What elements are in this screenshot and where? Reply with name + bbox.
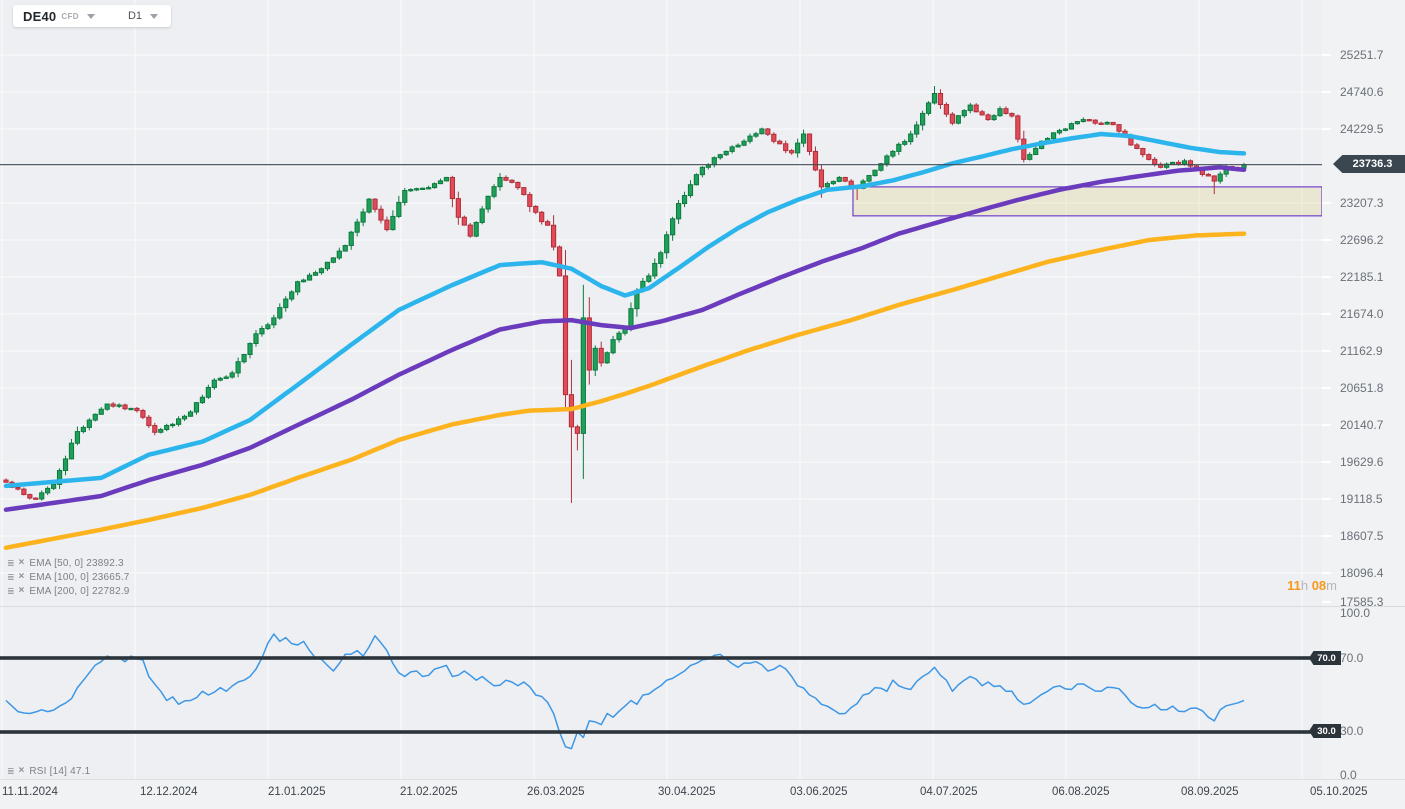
indicator-legend-row: ≣ × EMA [50, 0] 23892.3 (7, 556, 130, 570)
price-axis-tick (1322, 275, 1331, 278)
indicator-remove-icon[interactable]: × (18, 765, 25, 776)
price-axis-label: 20651.8 (1340, 380, 1384, 395)
indicator-legend-row: ≣ × EMA [100, 0] 23665.7 (7, 570, 130, 584)
price-axis-tick (1322, 601, 1331, 603)
price-axis-tick (1322, 349, 1331, 352)
pane-separator[interactable] (0, 606, 1405, 607)
rsi-axis-label: 0.0 (1340, 768, 1357, 782)
indicator-label: EMA [100, 0] 23665.7 (29, 571, 130, 583)
price-axis-label: 19629.6 (1340, 454, 1384, 469)
indicator-label: EMA [50, 0] 23892.3 (29, 557, 124, 569)
time-axis-label: 30.04.2025 (658, 786, 716, 798)
price-axis-tick (1322, 460, 1331, 463)
indicator-legend-row: ≣ × EMA [200, 0] 22782.9 (7, 584, 130, 598)
time-axis[interactable]: 11.11.2024 12.12.2024 21.01.2025 21.02.2025… (0, 779, 1405, 809)
time-axis-label: 12.12.2024 (140, 786, 198, 798)
price-axis-tick (1322, 423, 1331, 426)
time-axis-label: 06.08.2025 (1052, 786, 1110, 798)
indicator-remove-icon[interactable]: × (18, 557, 25, 568)
time-axis-label: 11.11.2024 (2, 786, 58, 798)
price-axis-tick (1322, 497, 1331, 500)
rsi-line[interactable] (5, 633, 1245, 750)
ema100-line[interactable] (3, 165, 1247, 512)
price-axis-label: 20140.7 (1340, 417, 1384, 432)
candles (3, 86, 1247, 503)
indicator-settings-icon[interactable]: ≣ (7, 766, 15, 776)
price-axis-label: 25251.7 (1340, 48, 1384, 62)
time-axis-label: 26.03.2025 (527, 786, 585, 798)
time-axis-label: 08.09.2025 (1181, 786, 1239, 798)
price-axis-label: 24229.5 (1340, 121, 1384, 136)
price-axis-tick (1322, 127, 1331, 130)
ema-legend: ≣ × EMA [50, 0] 23892.3 ≣ × EMA [100, 0] 2366… (7, 556, 130, 598)
indicator-remove-icon[interactable]: × (18, 571, 25, 582)
instrument-type-badge: CFD (61, 11, 79, 21)
rsi-level-30-value: 30.0 (1317, 725, 1336, 737)
time-axis-label: 03.06.2025 (790, 786, 848, 798)
symbol-widget: DE40 CFD D1 (13, 5, 171, 27)
price-axis-tick (1322, 312, 1331, 315)
symbol-name[interactable]: DE40 (23, 8, 57, 24)
bar-close-countdown: 11h 08m (1287, 578, 1337, 593)
price-axis-label: 24740.6 (1340, 85, 1384, 99)
rsi-level-30-tag: 30.0 (1309, 724, 1341, 738)
price-axis-tick (1322, 201, 1331, 204)
price-axis-label: 18607.5 (1340, 528, 1384, 543)
countdown-minutes: 08 (1311, 578, 1327, 593)
current-price-value: 23736.3 (1352, 158, 1393, 170)
time-axis-label: 04.07.2025 (920, 786, 978, 798)
price-axis-label: 18096.4 (1340, 565, 1384, 580)
symbol-dropdown-caret-icon[interactable] (86, 13, 95, 19)
timeframe-dropdown-caret-icon[interactable] (150, 13, 159, 19)
indicator-settings-icon[interactable]: ≣ (7, 586, 15, 596)
rsi-level-30-line[interactable] (0, 730, 1322, 734)
ema200-line[interactable] (3, 231, 1247, 551)
countdown-minutes-suffix: m (1326, 578, 1337, 593)
time-axis-label: 21.01.2025 (268, 786, 326, 798)
gridlines (0, 0, 1322, 779)
support-zone-rectangle[interactable] (852, 186, 1322, 217)
indicator-label: EMA [200, 0] 22782.9 (29, 585, 130, 597)
price-axis-tick (1322, 91, 1331, 93)
indicator-settings-icon[interactable]: ≣ (7, 558, 15, 568)
indicator-remove-icon[interactable]: × (18, 585, 25, 596)
price-axis-label: 21162.9 (1340, 343, 1383, 358)
rsi-level-70-value: 70.0 (1317, 652, 1336, 664)
countdown-hours-suffix: h (1300, 578, 1309, 593)
price-axis-label: 23207.3 (1340, 195, 1384, 210)
price-axis-tick (1322, 54, 1331, 56)
price-axis-label: 22185.1 (1340, 269, 1384, 284)
price-axis-tick (1322, 534, 1331, 537)
price-axis[interactable]: 25251.7 24740.6 24229.5 23207.3 22696.2 22185… (1322, 0, 1405, 782)
rsi-legend: ≣ × RSI [14] 47.1 (7, 764, 90, 778)
rsi-level-70-tag: 70.0 (1309, 651, 1341, 665)
price-axis-tick (1322, 238, 1331, 241)
price-axis-label: 19118.5 (1340, 491, 1383, 506)
indicator-settings-icon[interactable]: ≣ (7, 572, 15, 582)
ema50-line[interactable] (3, 131, 1247, 489)
price-axis-label: 21674.0 (1340, 306, 1384, 321)
indicator-label: RSI [14] 47.1 (29, 765, 91, 777)
rsi-axis-label: 70.0 (1340, 651, 1364, 665)
current-price-tag: 23736.3 (1333, 155, 1405, 173)
price-axis-label: 17585.3 (1340, 595, 1384, 609)
price-axis-tick (1322, 571, 1331, 574)
time-axis-label: 05.10.2025 (1310, 786, 1368, 798)
main-chart-canvas[interactable] (0, 0, 1322, 779)
rsi-axis-label: 100.0 (1340, 606, 1371, 620)
timeframe-value[interactable]: D1 (127, 10, 143, 22)
price-axis-label: 22696.2 (1340, 232, 1384, 247)
rsi-axis-label: 30.0 (1340, 724, 1364, 738)
time-axis-label: 21.02.2025 (400, 786, 458, 798)
indicator-legend-row: ≣ × RSI [14] 47.1 (7, 764, 90, 778)
countdown-hours: 11 (1287, 578, 1301, 593)
rsi-level-70-line[interactable] (0, 656, 1322, 660)
price-axis-tick (1322, 386, 1331, 389)
